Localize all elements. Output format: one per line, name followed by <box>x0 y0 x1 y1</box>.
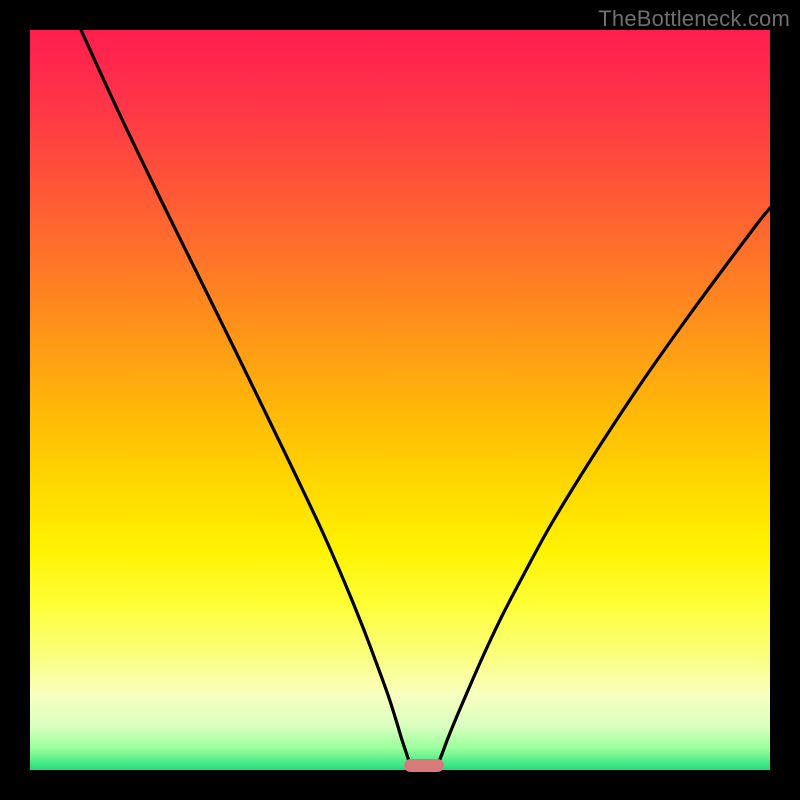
watermark-text: TheBottleneck.com <box>598 6 790 32</box>
curves-layer <box>30 30 770 770</box>
minimum-marker <box>404 759 444 772</box>
left-curve <box>81 30 412 769</box>
chart-container: TheBottleneck.com <box>0 0 800 800</box>
right-curve <box>436 208 770 769</box>
plot-area <box>30 30 770 770</box>
